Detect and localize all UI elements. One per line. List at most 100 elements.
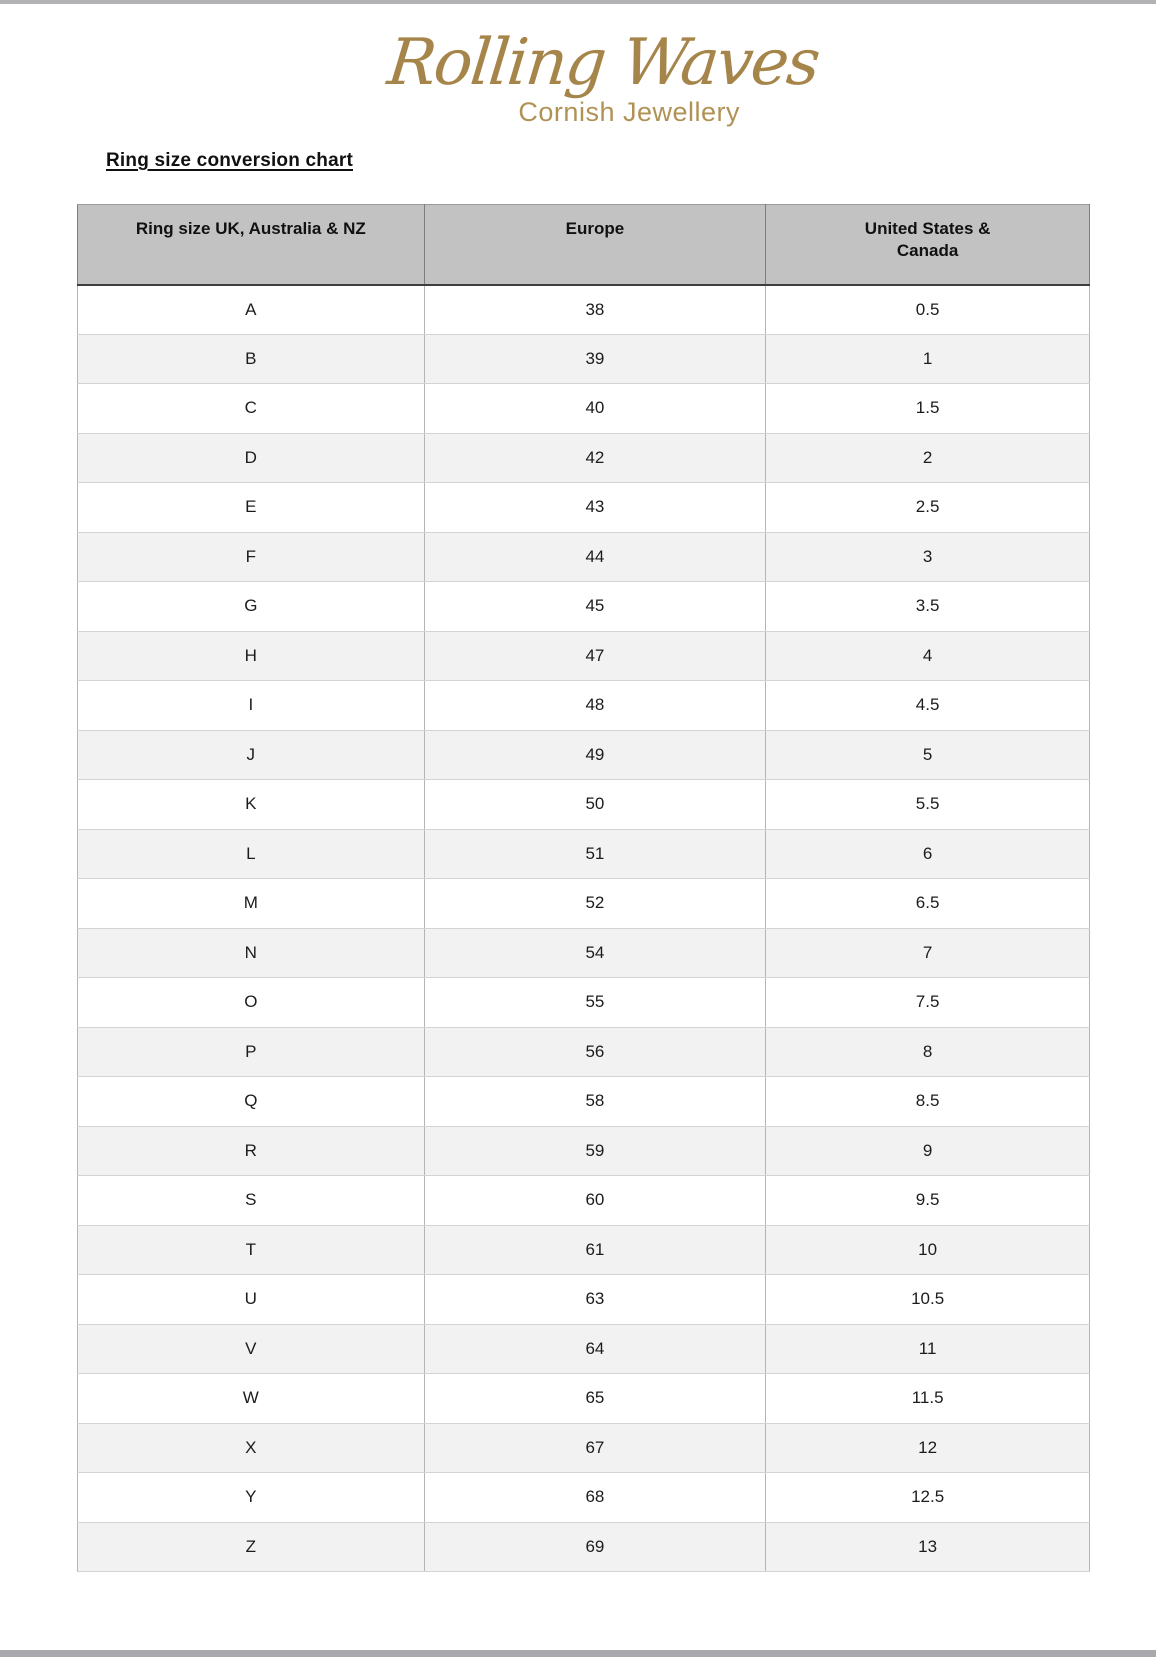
table-cell: 6: [765, 829, 1090, 879]
table-cell: 9: [765, 1126, 1090, 1176]
table-row: V 64 11: [77, 1324, 1090, 1374]
table-row: G 45 3.5: [77, 581, 1090, 632]
table-header-row: Ring size UK, Australia & NZ Europe United…: [77, 204, 1090, 286]
table-cell: J: [77, 730, 425, 780]
table-cell: P: [77, 1027, 425, 1077]
table-cell: U: [77, 1274, 425, 1325]
table-row: T 61 10: [77, 1225, 1090, 1275]
table-cell: D: [77, 433, 425, 483]
table-cell: 2.5: [765, 482, 1090, 533]
table-cell: Z: [77, 1522, 425, 1572]
table-row: L 51 6: [77, 829, 1090, 879]
table-cell: 68: [423, 1472, 767, 1523]
table-cell: 0.5: [765, 284, 1090, 335]
table-cell: 69: [423, 1522, 767, 1572]
table-cell: V: [77, 1324, 425, 1374]
table-cell: C: [77, 383, 425, 434]
table-cell: 52: [423, 878, 767, 929]
table-cell: S: [77, 1175, 425, 1226]
table-cell: 4: [765, 631, 1090, 681]
table-cell: L: [77, 829, 425, 879]
table-cell: 11: [765, 1324, 1090, 1374]
table-cell: Y: [77, 1472, 425, 1523]
table-row: R 59 9: [77, 1126, 1090, 1176]
table-cell: 5: [765, 730, 1090, 780]
table-cell: I: [77, 680, 425, 731]
column-header: Ring size UK, Australia & NZ: [77, 204, 425, 286]
table-cell: 60: [423, 1175, 767, 1226]
table-cell: E: [77, 482, 425, 533]
table-cell: 7: [765, 928, 1090, 978]
table-cell: M: [77, 878, 425, 929]
table-cell: 6.5: [765, 878, 1090, 929]
table-row: H 47 4: [77, 631, 1090, 681]
table-cell: F: [77, 532, 425, 582]
table-row: K 50 5.5: [77, 779, 1090, 830]
table-cell: G: [77, 581, 425, 632]
table-row: Y 68 12.5: [77, 1472, 1090, 1523]
table-row: E 43 2.5: [77, 482, 1090, 533]
table-cell: 7.5: [765, 977, 1090, 1028]
page-bottom-edge: [0, 1650, 1156, 1657]
table-row: U 63 10.5: [77, 1274, 1090, 1325]
table-cell: R: [77, 1126, 425, 1176]
table-cell: N: [77, 928, 425, 978]
page-top-edge: [0, 0, 1156, 4]
table-row: J 49 5: [77, 730, 1090, 780]
table-cell: 43: [423, 482, 767, 533]
table-cell: 11.5: [765, 1373, 1090, 1424]
table-row: W 65 11.5: [77, 1373, 1090, 1424]
table-cell: X: [77, 1423, 425, 1473]
table-cell: O: [77, 977, 425, 1028]
table-cell: 51: [423, 829, 767, 879]
table-cell: 12: [765, 1423, 1090, 1473]
page-title: Ring size conversion chart: [106, 150, 353, 171]
table-cell: B: [77, 334, 425, 384]
table-cell: 10: [765, 1225, 1090, 1275]
table-cell: 45: [423, 581, 767, 632]
table-row: A 38 0.5: [77, 284, 1090, 335]
table-row: S 60 9.5: [77, 1175, 1090, 1226]
table-cell: 8.5: [765, 1076, 1090, 1127]
column-header: Europe: [423, 204, 767, 286]
table-row: Q 58 8.5: [77, 1076, 1090, 1127]
table-row: C 40 1.5: [77, 383, 1090, 434]
table-row: Z 69 13: [77, 1522, 1090, 1572]
table-cell: 59: [423, 1126, 767, 1176]
table-cell: 54: [423, 928, 767, 978]
table-cell: 67: [423, 1423, 767, 1473]
table-cell: 10.5: [765, 1274, 1090, 1325]
table-cell: K: [77, 779, 425, 830]
table-row: P 56 8: [77, 1027, 1090, 1077]
table-cell: A: [77, 284, 425, 335]
table-cell: 38: [423, 284, 767, 335]
table-cell: 4.5: [765, 680, 1090, 731]
table-cell: 40: [423, 383, 767, 434]
table-row: O 55 7.5: [77, 977, 1090, 1028]
brand-logo: Rolling Waves Cornish Jewellery: [384, 26, 822, 126]
table-cell: 55: [423, 977, 767, 1028]
ring-size-conversion-table: Ring size UK, Australia & NZ Europe United…: [77, 204, 1090, 1572]
table-cell: 47: [423, 631, 767, 681]
table-cell: 9.5: [765, 1175, 1090, 1226]
table-cell: 39: [423, 334, 767, 384]
table-cell: 1.5: [765, 383, 1090, 434]
column-header: United States & Canada: [765, 204, 1090, 286]
brand-name: Rolling Waves: [384, 26, 822, 100]
table-row: D 42 2: [77, 433, 1090, 483]
table-cell: 49: [423, 730, 767, 780]
table-cell: 44: [423, 532, 767, 582]
table-cell: 3.5: [765, 581, 1090, 632]
table-cell: 56: [423, 1027, 767, 1077]
table-cell: 63: [423, 1274, 767, 1325]
table-cell: 48: [423, 680, 767, 731]
table-cell: 61: [423, 1225, 767, 1275]
table-cell: T: [77, 1225, 425, 1275]
table-cell: H: [77, 631, 425, 681]
table-cell: 12.5: [765, 1472, 1090, 1523]
table-cell: 50: [423, 779, 767, 830]
table-row: N 54 7: [77, 928, 1090, 978]
table-cell: 5.5: [765, 779, 1090, 830]
table-cell: 8: [765, 1027, 1090, 1077]
table-row: M 52 6.5: [77, 878, 1090, 929]
